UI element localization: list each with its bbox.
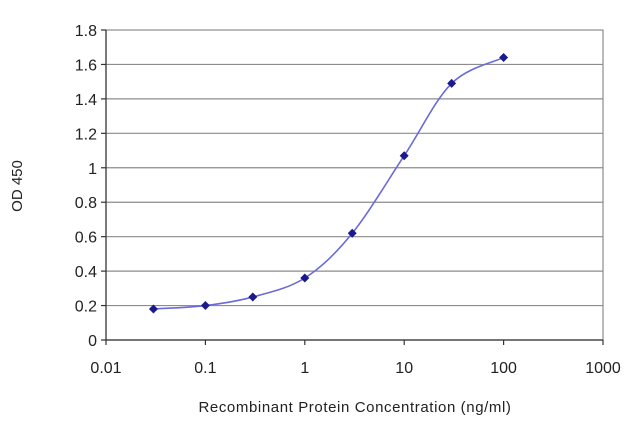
data-point (447, 78, 457, 88)
x-tick-label: 0.01 (90, 360, 121, 377)
data-point (148, 304, 158, 314)
y-tick-label: 1.6 (75, 57, 97, 74)
y-tick-label: 1 (88, 161, 97, 178)
y-tick-label: 0.4 (75, 264, 97, 281)
y-tick-label: 0.8 (75, 195, 97, 212)
plot-area (105, 29, 604, 341)
series-line (153, 56, 504, 310)
x-tick-label: 10 (395, 360, 413, 377)
y-tick-label: 1.8 (75, 23, 97, 40)
x-axis-title: Recombinant Protein Concentration (ng/ml… (198, 399, 511, 416)
y-tick-label: 0.2 (75, 299, 97, 316)
x-tick-label: 1 (300, 360, 309, 377)
y-tick-label: 0 (88, 333, 97, 350)
axes (101, 29, 604, 345)
x-tick-label: 100 (490, 360, 517, 377)
data-point (499, 53, 509, 63)
data-series (148, 53, 509, 314)
data-point (399, 151, 409, 161)
y-tick-label: 1.4 (75, 92, 97, 109)
y-axis-title: OD 450 (9, 160, 26, 212)
data-point (200, 301, 210, 311)
gridlines (105, 29, 604, 341)
y-tick-label: 0.6 (75, 230, 97, 247)
data-point (248, 292, 258, 302)
x-tick-label: 1000 (585, 360, 621, 377)
x-tick-label: 0.1 (194, 360, 216, 377)
data-point (347, 228, 357, 238)
tick-labels: 0 0.2 0.4 0.6 0.8 1 1.2 1.4 1.6 1.8 0.01 0.1 1 10 100 1… (75, 23, 621, 377)
y-tick-label: 1.2 (75, 126, 97, 143)
data-point (300, 273, 310, 283)
